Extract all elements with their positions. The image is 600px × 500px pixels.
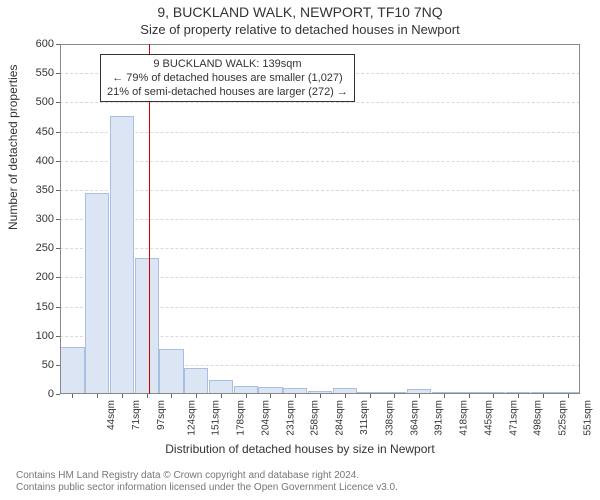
callout-line: ← 79% of detached houses are smaller (1,… — [107, 71, 348, 85]
y-tick-label: 450 — [0, 126, 54, 138]
x-tick-label: 204sqm — [261, 400, 272, 436]
y-tick-mark — [56, 161, 60, 162]
y-tick-label: 100 — [0, 330, 54, 342]
x-tick-label: 311sqm — [359, 400, 370, 435]
x-tick-mark — [568, 394, 569, 398]
y-tick-mark — [56, 219, 60, 220]
y-tick-label: 250 — [0, 242, 54, 254]
x-tick-mark — [469, 394, 470, 398]
y-tick-mark — [56, 394, 60, 395]
x-tick-mark — [196, 394, 197, 398]
x-tick-label: 364sqm — [409, 400, 420, 436]
x-tick-mark — [171, 394, 172, 398]
x-tick-label: 391sqm — [434, 400, 445, 436]
x-tick-mark — [246, 394, 247, 398]
y-tick-mark — [56, 307, 60, 308]
x-tick-label: 258sqm — [310, 400, 321, 436]
x-tick-label: 498sqm — [533, 400, 544, 436]
y-tick-label: 300 — [0, 213, 54, 225]
x-tick-label: 525sqm — [558, 400, 569, 436]
y-tick-label: 200 — [0, 271, 54, 283]
x-tick-mark — [295, 394, 296, 398]
x-tick-mark — [97, 394, 98, 398]
x-tick-label: 97sqm — [156, 400, 167, 430]
x-tick-mark — [444, 394, 445, 398]
y-tick-label: 550 — [0, 67, 54, 79]
x-tick-label: 124sqm — [186, 400, 197, 436]
y-tick-mark — [56, 190, 60, 191]
y-tick-mark — [56, 132, 60, 133]
footer-line: Contains public sector information licen… — [16, 482, 398, 494]
y-tick-label: 150 — [0, 301, 54, 313]
x-tick-label: 418sqm — [459, 400, 470, 436]
plot-area: 9 BUCKLAND WALK: 139sqm← 79% of detached… — [60, 44, 580, 394]
callout-box: 9 BUCKLAND WALK: 139sqm← 79% of detached… — [100, 54, 355, 102]
callout-line: 21% of semi-detached houses are larger (… — [107, 85, 348, 99]
y-tick-label: 600 — [0, 38, 54, 50]
y-tick-label: 0 — [0, 388, 54, 400]
chart-title: 9, BUCKLAND WALK, NEWPORT, TF10 7NQ — [0, 4, 600, 20]
y-tick-mark — [56, 44, 60, 45]
x-tick-label: 44sqm — [106, 400, 117, 430]
y-tick-mark — [56, 73, 60, 74]
y-tick-mark — [56, 336, 60, 337]
x-tick-label: 178sqm — [236, 400, 247, 436]
y-tick-label: 350 — [0, 184, 54, 196]
footer-line: Contains HM Land Registry data © Crown c… — [16, 470, 398, 482]
x-tick-label: 231sqm — [285, 400, 296, 436]
x-tick-mark — [122, 394, 123, 398]
x-tick-label: 338sqm — [384, 400, 395, 436]
x-tick-mark — [543, 394, 544, 398]
x-tick-mark — [221, 394, 222, 398]
x-tick-mark — [419, 394, 420, 398]
footer-attribution: Contains HM Land Registry data © Crown c… — [16, 470, 398, 494]
x-tick-mark — [320, 394, 321, 398]
x-tick-mark — [493, 394, 494, 398]
y-tick-mark — [56, 277, 60, 278]
y-tick-mark — [56, 248, 60, 249]
chart-subtitle: Size of property relative to detached ho… — [0, 22, 600, 37]
y-tick-label: 500 — [0, 96, 54, 108]
callout-line: 9 BUCKLAND WALK: 139sqm — [107, 57, 348, 71]
x-tick-label: 284sqm — [335, 400, 346, 436]
x-tick-label: 551sqm — [582, 400, 593, 436]
x-tick-mark — [370, 394, 371, 398]
x-tick-label: 71sqm — [131, 400, 142, 430]
x-tick-mark — [518, 394, 519, 398]
y-tick-label: 400 — [0, 155, 54, 167]
x-tick-label: 445sqm — [483, 400, 494, 436]
y-tick-mark — [56, 365, 60, 366]
x-tick-label: 151sqm — [211, 400, 222, 436]
x-tick-mark — [147, 394, 148, 398]
y-tick-mark — [56, 102, 60, 103]
x-tick-mark — [270, 394, 271, 398]
x-tick-mark — [394, 394, 395, 398]
x-tick-mark — [345, 394, 346, 398]
x-tick-mark — [72, 394, 73, 398]
x-tick-label: 471sqm — [508, 400, 519, 436]
x-axis-label: Distribution of detached houses by size … — [0, 442, 600, 456]
y-tick-label: 50 — [0, 359, 54, 371]
y-axis-label: Number of detached properties — [6, 65, 20, 230]
chart-container: 9, BUCKLAND WALK, NEWPORT, TF10 7NQ Size… — [0, 0, 600, 500]
